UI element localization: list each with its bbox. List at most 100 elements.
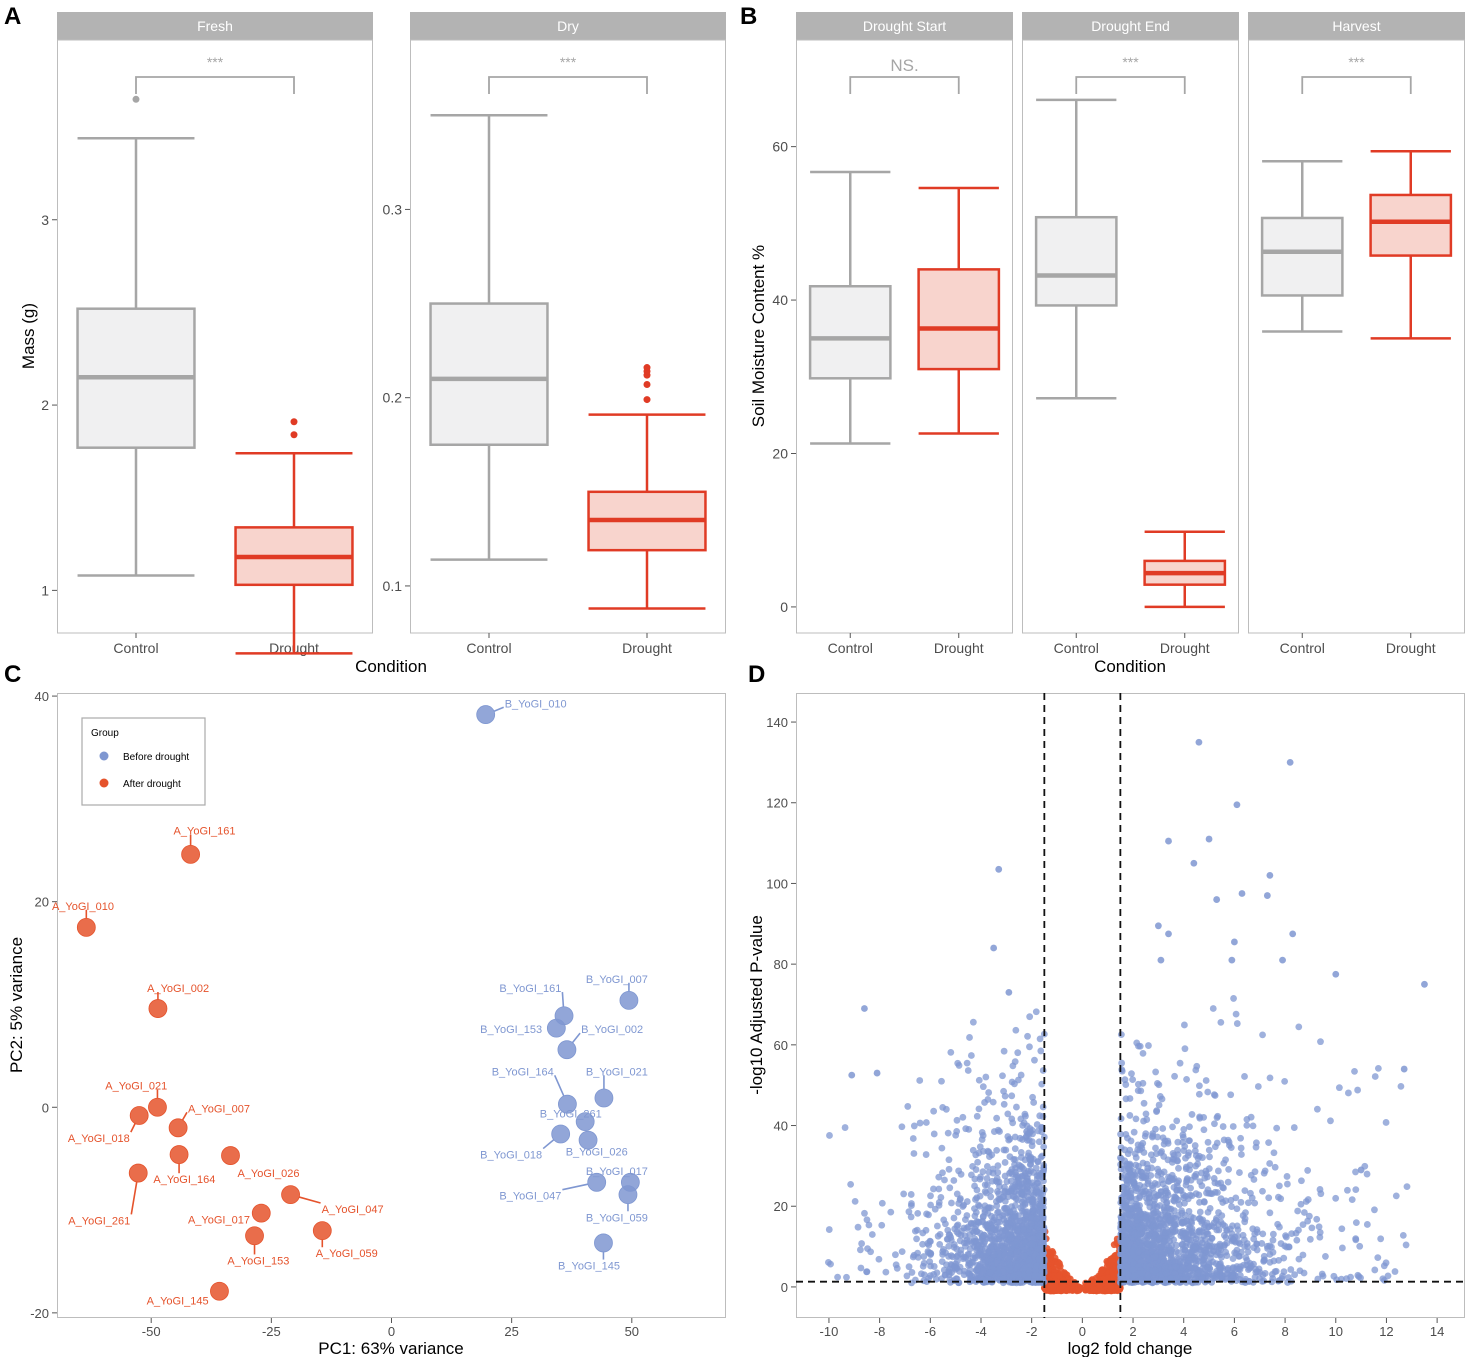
x-tick-label: 0 xyxy=(388,1324,395,1339)
volcano-point-sig xyxy=(1139,1159,1147,1167)
volcano-point-sig xyxy=(1250,1176,1258,1183)
x-tick-label: 14 xyxy=(1430,1324,1444,1339)
volcano-point-sig xyxy=(1215,1226,1223,1234)
volcano-point-sig xyxy=(1338,1225,1346,1233)
volcano-point-sig xyxy=(1176,1186,1184,1194)
volcano-point-sig xyxy=(989,1218,996,1225)
volcano-point-sig xyxy=(959,1203,967,1210)
box-control xyxy=(1034,98,1118,400)
volcano-point-sig xyxy=(1130,1272,1138,1280)
volcano-point-sig xyxy=(1188,1225,1196,1233)
y-tick-label: -20 xyxy=(30,1306,49,1321)
pca-point-label: A_YoGI_153 xyxy=(227,1255,289,1267)
volcano-point-sig xyxy=(1023,1128,1031,1135)
volcano-point-sig xyxy=(972,1278,980,1285)
volcano-point-sig xyxy=(1036,1208,1044,1216)
volcano-point-sig xyxy=(1128,1171,1135,1179)
pca-point xyxy=(168,1118,188,1138)
volcano-point-sig xyxy=(974,1265,982,1273)
volcano-point-sig xyxy=(1017,1154,1025,1161)
volcano-point-sig xyxy=(1352,1235,1360,1243)
volcano-point-sig xyxy=(1140,1099,1148,1107)
volcano-point-sig xyxy=(1151,1223,1159,1230)
volcano-point-sig xyxy=(978,1246,986,1253)
volcano-point-sig xyxy=(1270,1149,1278,1157)
volcano-point-sig xyxy=(1172,1263,1180,1271)
volcano-point-sig xyxy=(973,1112,981,1120)
volcano-point-sig xyxy=(1274,1220,1282,1228)
volcano-point-sig xyxy=(1266,1250,1274,1258)
volcano-point-sig xyxy=(1171,1072,1178,1080)
volcano-point-sig xyxy=(1013,1253,1021,1261)
volcano-point-sig xyxy=(985,1269,993,1277)
x-tick-label: 0 xyxy=(1079,1324,1086,1339)
volcano-point-ns xyxy=(1075,1287,1083,1294)
volcano-point-sig xyxy=(1270,1257,1278,1265)
x-tick-label: -6 xyxy=(925,1324,937,1339)
volcano-point-sig xyxy=(1160,1153,1168,1160)
volcano-point-sig xyxy=(987,1187,994,1194)
volcano-point-sig xyxy=(1024,1032,1031,1040)
volcano-point-sig xyxy=(898,1123,906,1131)
volcano-point-sig xyxy=(908,1269,916,1276)
label-connector xyxy=(571,1032,581,1044)
volcano-point-sig xyxy=(1022,1134,1030,1141)
volcano-point-sig xyxy=(1188,1111,1196,1118)
volcano-point-sig xyxy=(1195,1269,1202,1277)
box-drought xyxy=(1369,149,1453,340)
volcano-point-sig xyxy=(1195,738,1203,746)
outlier-point xyxy=(290,431,298,439)
volcano-point-sig xyxy=(1277,1240,1285,1247)
volcano-point-sig xyxy=(1238,1151,1245,1158)
volcano-point-sig xyxy=(1030,1235,1038,1242)
volcano-point-sig xyxy=(1013,1103,1020,1111)
volcano-point-sig xyxy=(1132,1195,1140,1203)
pca-point-label: A_YoGI_017 xyxy=(188,1214,250,1226)
volcano-point-sig xyxy=(1175,1201,1183,1208)
volcano-point-sig xyxy=(987,1243,995,1251)
y-tick-label: 1 xyxy=(41,582,49,598)
volcano-point-sig xyxy=(1125,1211,1133,1219)
volcano-point-sig xyxy=(930,1185,937,1193)
volcano-point-sig xyxy=(1134,1087,1142,1095)
volcano-point-sig xyxy=(1039,1113,1047,1120)
volcano-point-sig xyxy=(1259,1031,1266,1039)
volcano-point-sig xyxy=(954,1208,962,1216)
volcano-point-sig xyxy=(1126,1112,1134,1119)
pca-point xyxy=(575,1112,595,1132)
volcano-point-sig xyxy=(1165,1177,1173,1185)
volcano-point-sig xyxy=(1121,1230,1128,1238)
volcano-point-sig xyxy=(1224,1269,1232,1277)
volcano-point-sig xyxy=(971,1175,979,1183)
volcano-point-sig xyxy=(1157,956,1165,964)
pca-point-label: A_YoGI_059 xyxy=(316,1248,378,1260)
volcano-point-sig xyxy=(1313,1105,1321,1113)
y-tick-label: 40 xyxy=(35,689,49,704)
box-iqr xyxy=(1260,216,1344,297)
volcano-point-sig xyxy=(1190,1214,1198,1222)
volcano-point-sig xyxy=(1149,1184,1157,1192)
volcano-point-sig xyxy=(910,1150,918,1157)
volcano-point-sig xyxy=(1134,1080,1142,1088)
significance-bracket xyxy=(1075,76,1186,94)
volcano-point-sig xyxy=(1254,1083,1262,1090)
volcano-point-sig xyxy=(1371,1073,1379,1080)
volcano-point-sig xyxy=(1199,1154,1206,1161)
label-connector xyxy=(130,1123,136,1133)
volcano-point-sig xyxy=(1234,1226,1242,1234)
volcano-point-sig xyxy=(1142,1110,1150,1118)
volcano-point-sig xyxy=(856,1246,864,1254)
volcano-point-sig xyxy=(994,1209,1001,1216)
pca-point xyxy=(476,705,496,724)
x-tick-label: 4 xyxy=(1180,1324,1187,1339)
volcano-point-sig xyxy=(1230,995,1237,1002)
volcano-point-sig xyxy=(1213,1114,1221,1122)
volcano-point-sig xyxy=(1128,1255,1135,1263)
volcano-point-sig xyxy=(926,1272,934,1280)
volcano-point-sig xyxy=(1129,1266,1137,1274)
volcano-point-sig xyxy=(1183,1076,1190,1083)
volcano-point-sig xyxy=(1199,1264,1207,1272)
volcano-point-sig xyxy=(990,944,998,952)
panel-a: Fresh123ControlDrought***Dry0.10.20.3Con… xyxy=(19,12,726,676)
box-control xyxy=(1260,159,1344,333)
